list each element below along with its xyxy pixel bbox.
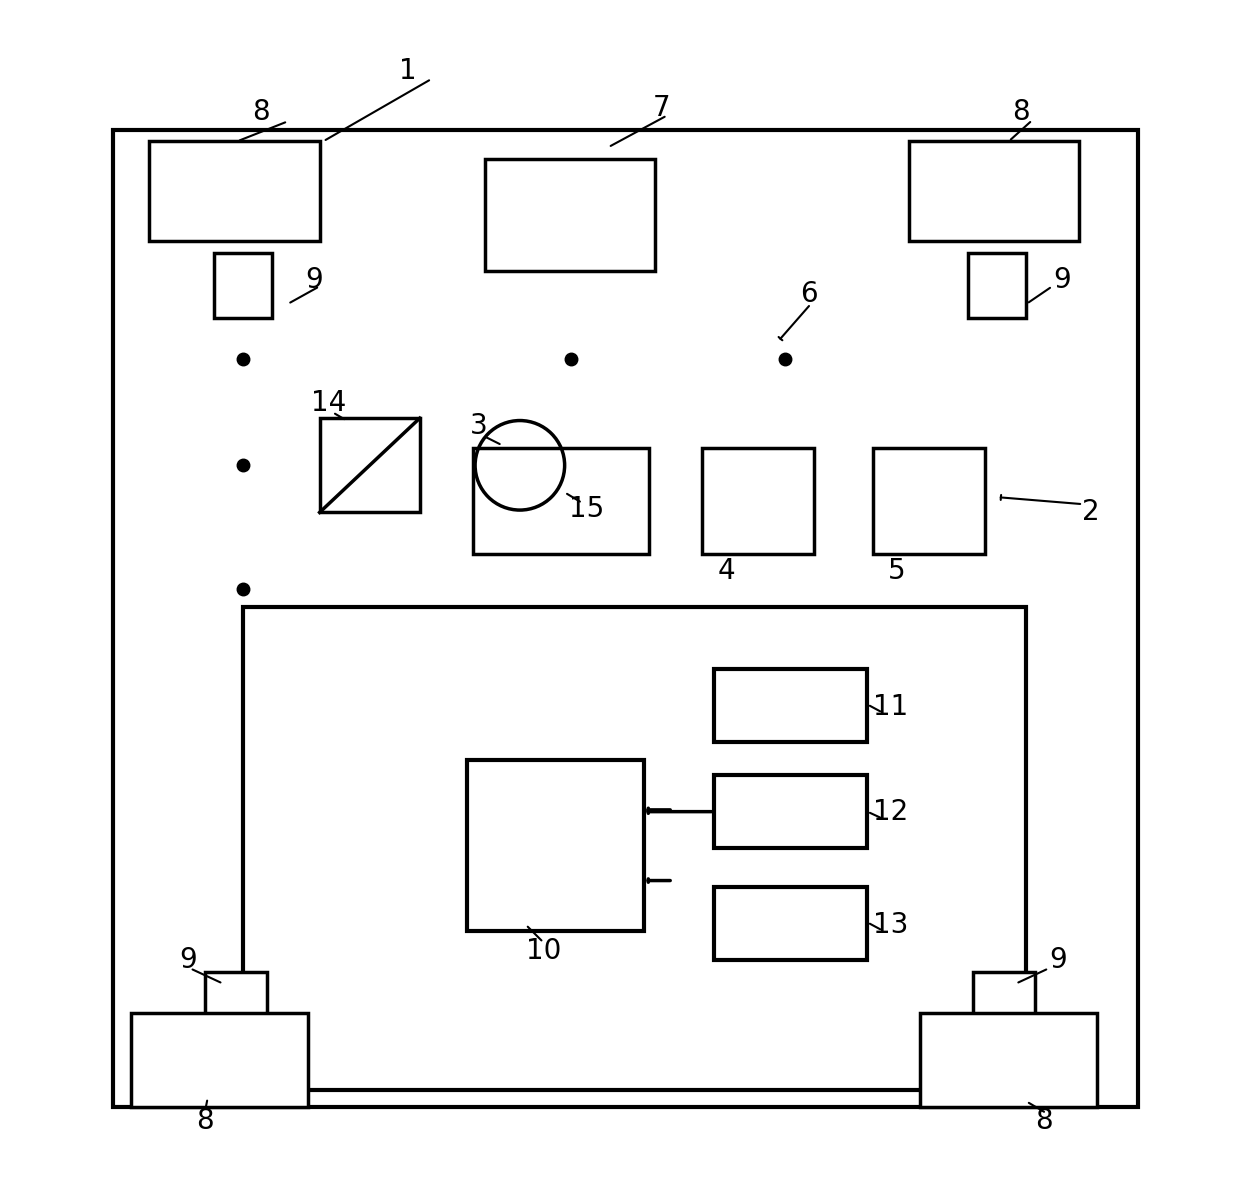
- Bar: [243, 607, 1027, 1090]
- Text: 1: 1: [399, 57, 417, 85]
- Bar: [472, 448, 650, 554]
- Text: 11: 11: [873, 693, 909, 721]
- Text: 8: 8: [196, 1107, 215, 1136]
- Bar: [320, 418, 419, 512]
- Bar: [967, 253, 1027, 318]
- Text: 13: 13: [873, 911, 909, 939]
- Text: 8: 8: [1012, 98, 1029, 126]
- Text: 9: 9: [305, 266, 322, 294]
- Text: 15: 15: [569, 495, 605, 523]
- Bar: [485, 159, 656, 271]
- Text: 14: 14: [311, 389, 347, 417]
- Bar: [714, 887, 868, 960]
- Bar: [973, 972, 1034, 1037]
- Text: 7: 7: [652, 94, 670, 123]
- Text: 9: 9: [179, 946, 197, 974]
- Bar: [702, 448, 815, 554]
- Bar: [714, 775, 868, 848]
- Text: 9: 9: [1049, 946, 1068, 974]
- Bar: [873, 448, 985, 554]
- Text: 6: 6: [800, 280, 817, 309]
- Text: 4: 4: [717, 557, 735, 585]
- Bar: [114, 130, 1138, 1107]
- Bar: [149, 141, 320, 241]
- Bar: [714, 669, 868, 742]
- Text: 8: 8: [252, 98, 269, 126]
- Bar: [466, 760, 644, 931]
- Bar: [131, 1013, 308, 1107]
- Bar: [206, 972, 267, 1037]
- Text: 10: 10: [526, 937, 562, 965]
- Text: 8: 8: [1035, 1107, 1053, 1136]
- Text: 5: 5: [888, 557, 905, 585]
- Text: 12: 12: [873, 798, 909, 826]
- Bar: [909, 141, 1079, 241]
- Bar: [213, 253, 273, 318]
- Text: 3: 3: [470, 412, 487, 441]
- Bar: [920, 1013, 1097, 1107]
- Text: 9: 9: [1053, 266, 1070, 294]
- Text: 2: 2: [1083, 498, 1100, 527]
